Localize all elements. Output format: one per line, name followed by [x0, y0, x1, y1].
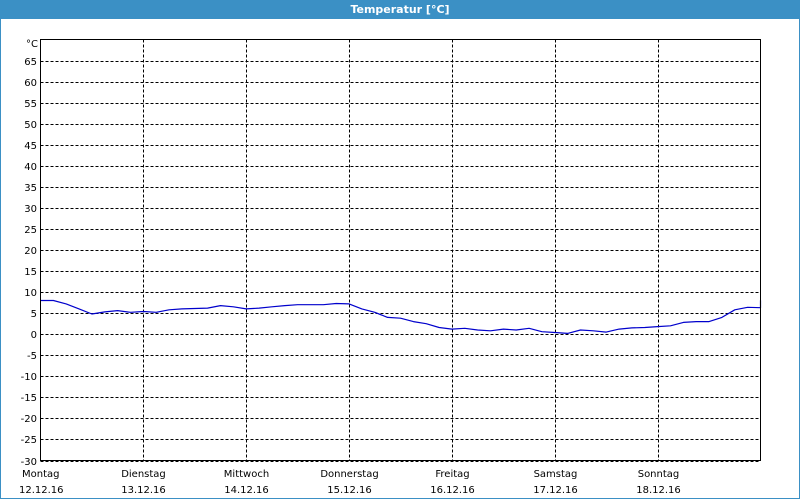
- y-tick-label: 50: [24, 120, 37, 131]
- x-tick-date-label: 12.12.16: [19, 485, 64, 496]
- y-tick-label: 25: [24, 225, 37, 236]
- x-tick-date-label: 13.12.16: [121, 485, 166, 496]
- x-tick-day-label: Freitag: [435, 469, 469, 480]
- y-tick-label: 35: [24, 183, 37, 194]
- y-tick-label: -5: [27, 351, 37, 362]
- y-tick-label: -25: [21, 435, 37, 446]
- y-tick-label: -30: [21, 457, 37, 468]
- x-tick-day-label: Samstag: [534, 469, 578, 480]
- y-tick-label: 15: [24, 267, 37, 278]
- y-tick-label: 45: [24, 141, 37, 152]
- x-tick-day-label: Dienstag: [121, 469, 166, 480]
- x-tick-date-label: 16.12.16: [430, 485, 475, 496]
- y-tick-label: 55: [24, 99, 37, 110]
- temperature-series-line: [40, 299, 762, 334]
- y-axis-label: °C: [26, 39, 38, 50]
- x-tick-date-label: 18.12.16: [636, 485, 681, 496]
- x-tick-date-label: 15.12.16: [327, 485, 372, 496]
- y-tick-label: 5: [31, 309, 37, 320]
- plot-border: [40, 39, 761, 461]
- y-tick-label: 40: [24, 162, 37, 173]
- x-tick-date-label: 17.12.16: [533, 485, 578, 496]
- x-tick-date-label: 14.12.16: [224, 485, 269, 496]
- y-tick-label: -10: [21, 372, 37, 383]
- y-tick-label: 10: [24, 288, 37, 299]
- x-tick-day-label: Montag: [22, 469, 59, 480]
- y-tick-label: 30: [24, 204, 37, 215]
- chart-title: Temperatur [°C]: [0, 0, 800, 19]
- x-tick-day-label: Sonntag: [638, 469, 680, 480]
- grid-lines: [40, 39, 761, 462]
- y-tick-label: 20: [24, 246, 37, 257]
- y-tick-label: -15: [21, 393, 37, 404]
- y-tick-label: 0: [31, 330, 37, 341]
- x-tick-day-label: Donnerstag: [320, 469, 378, 480]
- y-tick-label: 60: [24, 78, 37, 89]
- x-tick-day-label: Mittwoch: [224, 469, 269, 480]
- series-layer: [40, 299, 762, 334]
- y-tick-label: 65: [24, 57, 37, 68]
- x-axis: Montag 12.12.16 Dienstag 13.12.16 Mittwoch 14…: [19, 469, 681, 496]
- y-axis: 65605550454035302520151050-5-10-15-20-25…: [21, 39, 38, 468]
- y-tick-label: -20: [21, 414, 37, 425]
